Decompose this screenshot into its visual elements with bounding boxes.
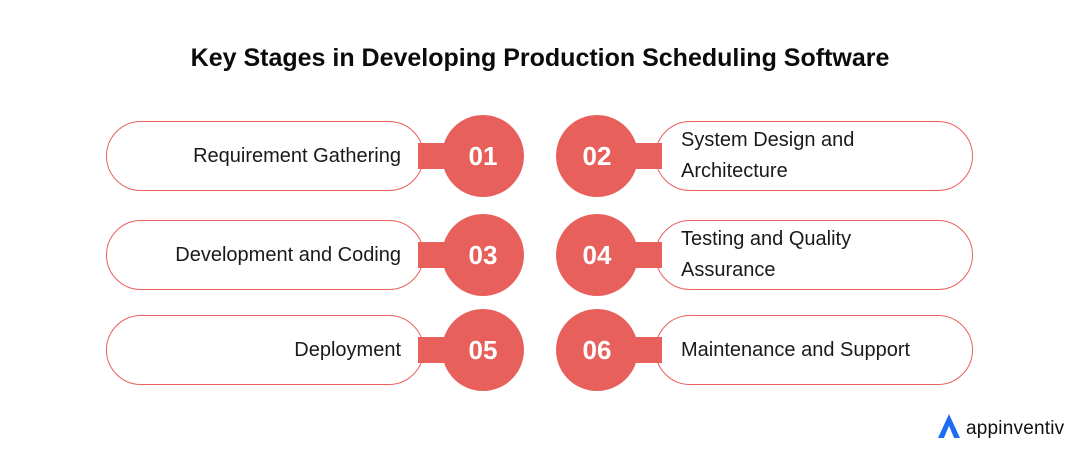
stage-02-label: System Design and Architecture — [655, 121, 973, 191]
stage-03-number-badge: 03 — [442, 214, 524, 296]
brand-name: appinventiv — [966, 417, 1065, 439]
stage-05-label-line: Deployment — [294, 338, 401, 361]
stage-04-label-line-1: Testing and Quality — [681, 228, 852, 250]
stage-06-label: Maintenance and Support — [655, 315, 973, 385]
page-title: Key Stages in Developing Production Sche… — [190, 44, 890, 72]
stage-05-number-badge: 05 — [442, 309, 524, 391]
stage-01-label: Requirement Gathering — [106, 121, 424, 191]
stage-04-label-line-2: Assurance — [681, 259, 776, 281]
stage-04-number-badge: 04 — [556, 214, 638, 296]
stage-02-label-line-1: System Design and — [681, 129, 855, 151]
stage-04-label: Testing and Quality Assurance — [655, 220, 973, 290]
stage-02-label-line-2: Architecture — [681, 160, 788, 182]
appinventiv-logo-icon — [936, 412, 962, 445]
stage-02-number-badge: 02 — [556, 115, 638, 197]
stage-01-number-badge: 01 — [442, 115, 524, 197]
stage-05-label: Deployment — [106, 315, 424, 385]
stage-01-label-line: Requirement Gathering — [193, 144, 401, 167]
stage-03-label-line: Development and Coding — [175, 243, 401, 266]
stage-06-number-badge: 06 — [556, 309, 638, 391]
stage-03-label: Development and Coding — [106, 220, 424, 290]
stage-06-label-line: Maintenance and Support — [681, 338, 911, 361]
brand-logo: appinventiv — [936, 412, 1064, 445]
